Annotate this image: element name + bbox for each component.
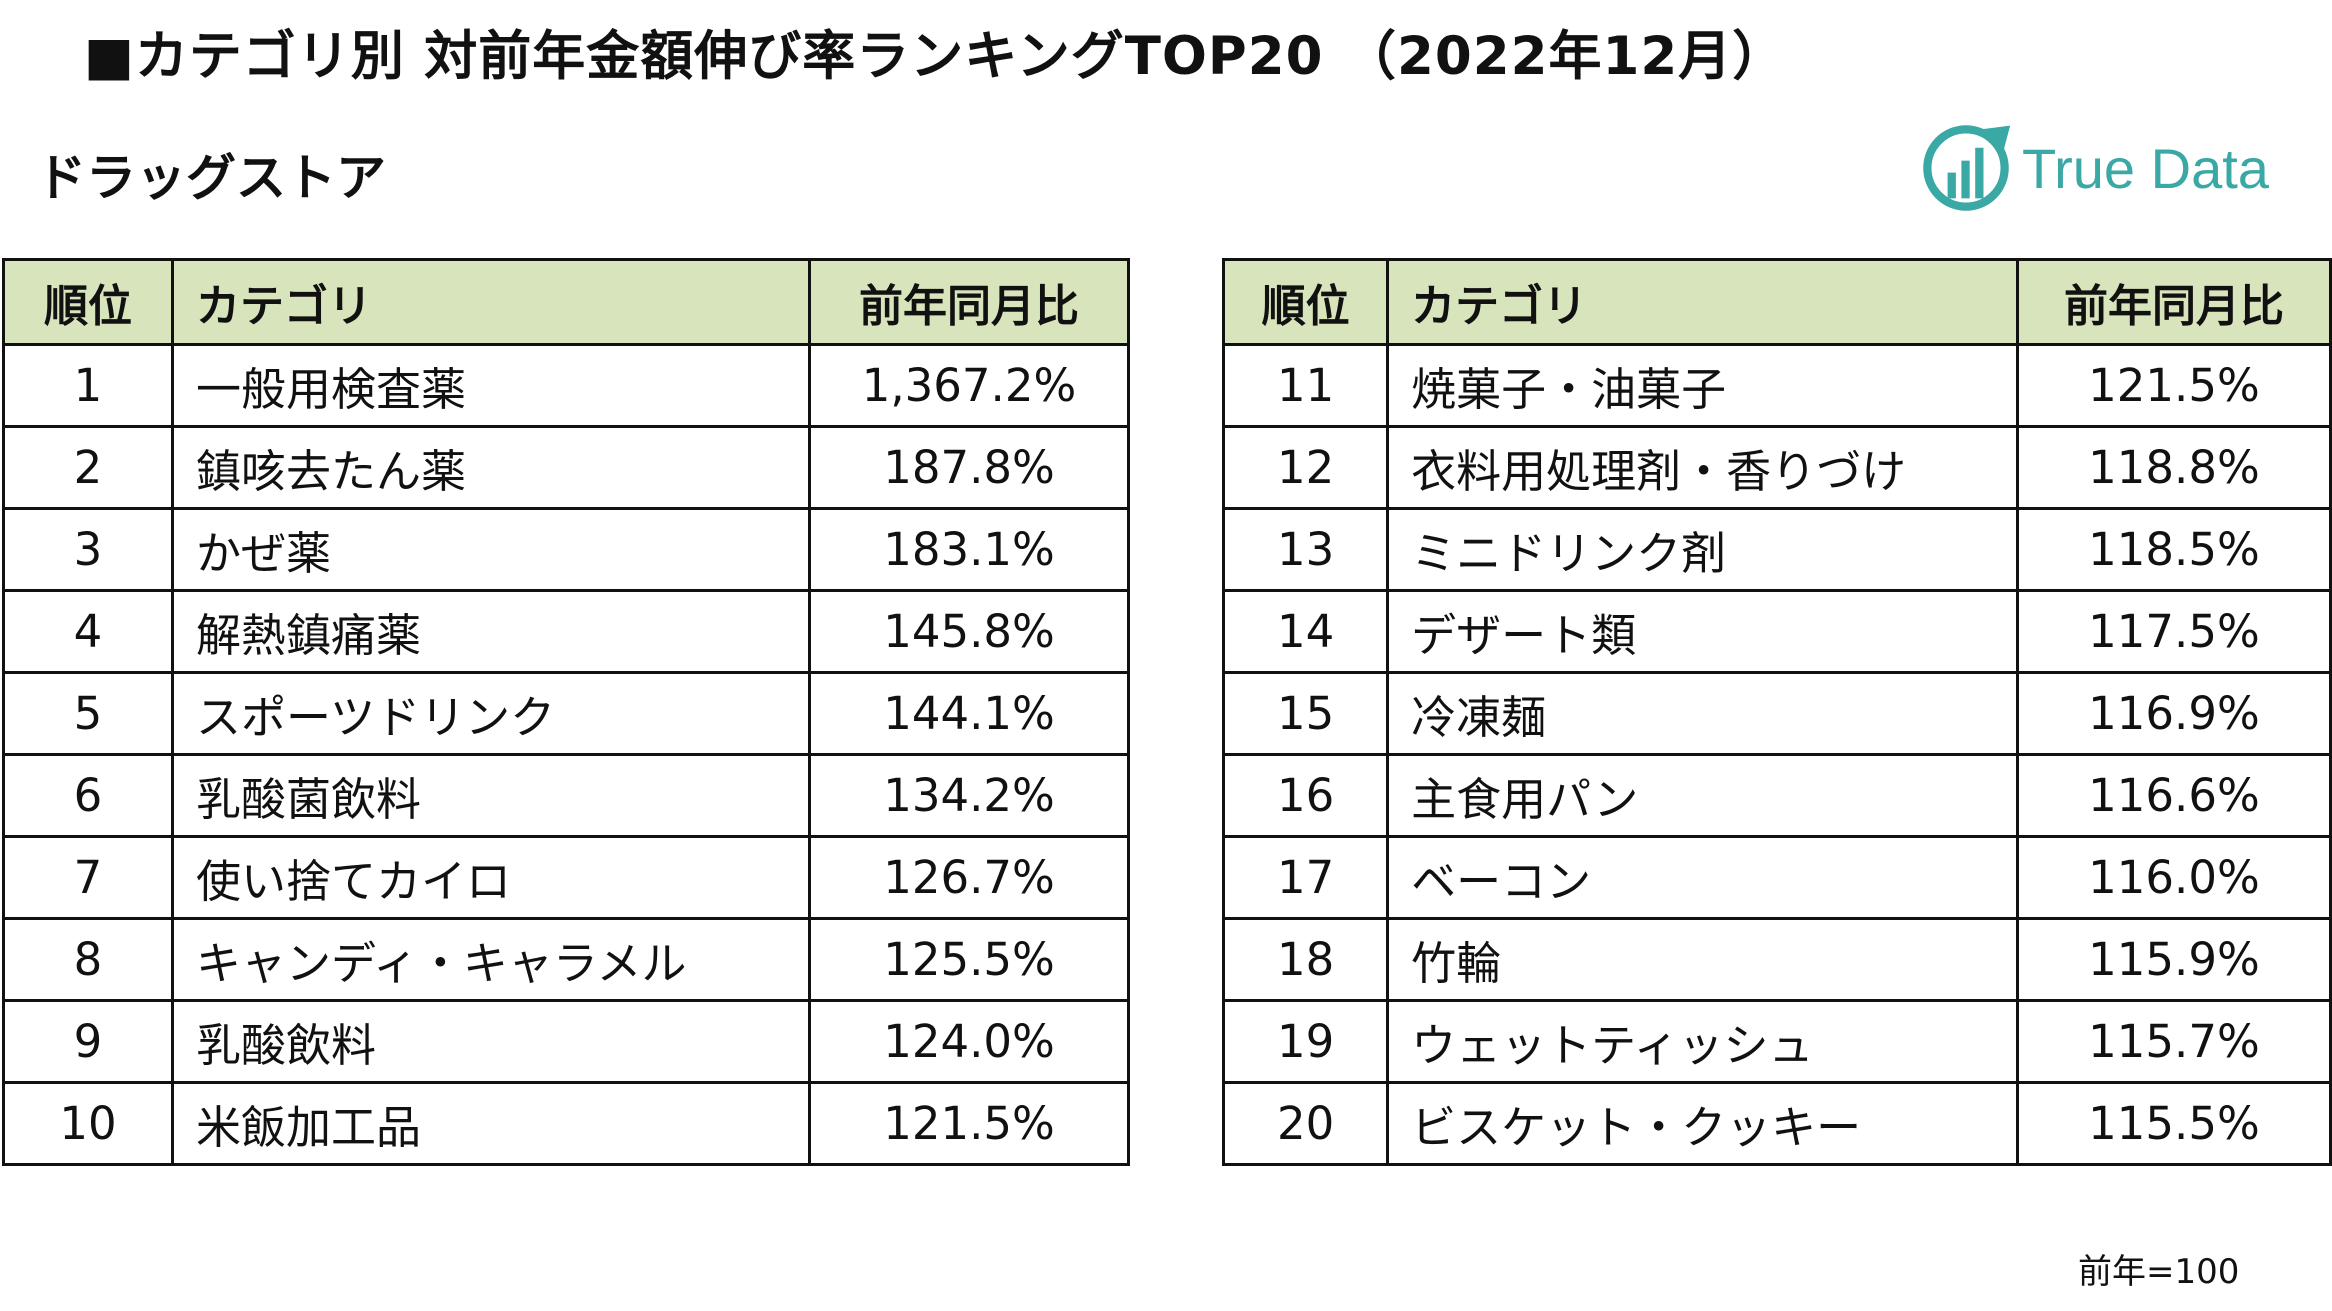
- table-row: 20 ビスケット・クッキー 115.5%: [1221, 1081, 2332, 1166]
- table-row: 8 キャンディ・キャラメル 125.5%: [2, 917, 1130, 1002]
- ratio-cell: 125.5%: [808, 917, 1130, 1002]
- category-cell: 乳酸菌飲料: [171, 753, 811, 838]
- ratio-cell: 118.5%: [2015, 507, 2332, 592]
- rank-cell: 3: [2, 507, 174, 592]
- rank-cell: 14: [1221, 589, 1390, 674]
- ratio-cell: 183.1%: [808, 507, 1130, 592]
- table-row: 13 ミニドリンク剤 118.5%: [1221, 507, 2332, 592]
- header-rank: 順位: [2, 258, 174, 346]
- ratio-cell: 115.7%: [2015, 999, 2332, 1084]
- rank-cell: 5: [2, 671, 174, 756]
- category-cell: ベーコン: [1386, 835, 2019, 920]
- table-header-row: 順位 カテゴリ 前年同月比: [1221, 258, 2332, 346]
- category-cell: 竹輪: [1386, 917, 2019, 1002]
- table-row: 17 ベーコン 116.0%: [1221, 835, 2332, 920]
- logo-chart-icon: [1923, 125, 2011, 211]
- category-cell: 衣料用処理剤・香りづけ: [1386, 425, 2019, 510]
- rank-cell: 20: [1221, 1081, 1390, 1166]
- ratio-cell: 124.0%: [808, 999, 1130, 1084]
- page-title: ■カテゴリ別 対前年金額伸び率ランキングTOP20 （2022年12月）: [83, 26, 1787, 87]
- rank-cell: 13: [1221, 507, 1390, 592]
- table-row: 1 一般用検査薬 1,367.2%: [2, 343, 1130, 428]
- ranking-table-left: 順位 カテゴリ 前年同月比 1 一般用検査薬 1,367.2% 2 鎮咳去たん薬 187…: [2, 258, 1130, 1166]
- rank-cell: 1: [2, 343, 174, 428]
- category-cell: ビスケット・クッキー: [1386, 1081, 2019, 1166]
- ratio-cell: 121.5%: [2015, 343, 2332, 428]
- rank-cell: 6: [2, 753, 174, 838]
- table-row: 15 冷凍麺 116.9%: [1221, 671, 2332, 756]
- table-row: 3 かぜ薬 183.1%: [2, 507, 1130, 592]
- logo-text: True Data: [2022, 136, 2269, 200]
- ratio-cell: 126.7%: [808, 835, 1130, 920]
- rank-cell: 9: [2, 999, 174, 1084]
- ratio-cell: 1,367.2%: [808, 343, 1130, 428]
- rank-cell: 8: [2, 917, 174, 1002]
- ratio-cell: 116.6%: [2015, 753, 2332, 838]
- ratio-cell: 118.8%: [2015, 425, 2332, 510]
- rank-cell: 7: [2, 835, 174, 920]
- rank-cell: 2: [2, 425, 174, 510]
- table-row: 9 乳酸飲料 124.0%: [2, 999, 1130, 1084]
- rank-cell: 11: [1221, 343, 1390, 428]
- category-cell: かぜ薬: [171, 507, 811, 592]
- header-ratio: 前年同月比: [808, 258, 1130, 346]
- ratio-cell: 187.8%: [808, 425, 1130, 510]
- rank-cell: 15: [1221, 671, 1390, 756]
- category-cell: 乳酸飲料: [171, 999, 811, 1084]
- table-row: 5 スポーツドリンク 144.1%: [2, 671, 1130, 756]
- category-cell: 一般用検査薬: [171, 343, 811, 428]
- table-row: 11 焼菓子・油菓子 121.5%: [1221, 343, 2332, 428]
- ranking-table-right: 順位 カテゴリ 前年同月比 11 焼菓子・油菓子 121.5% 12 衣料用処理剤・香…: [1221, 258, 2332, 1166]
- ratio-cell: 116.9%: [2015, 671, 2332, 756]
- table-row: 14 デザート類 117.5%: [1221, 589, 2332, 674]
- ratio-cell: 121.5%: [808, 1081, 1130, 1166]
- rank-cell: 17: [1221, 835, 1390, 920]
- table-row: 10 米飯加工品 121.5%: [2, 1081, 1130, 1166]
- rank-cell: 16: [1221, 753, 1390, 838]
- table-row: 6 乳酸菌飲料 134.2%: [2, 753, 1130, 838]
- header-category: カテゴリ: [171, 258, 811, 346]
- table-row: 18 竹輪 115.9%: [1221, 917, 2332, 1002]
- table-row: 16 主食用パン 116.6%: [1221, 753, 2332, 838]
- rank-cell: 10: [2, 1081, 174, 1166]
- category-cell: 冷凍麺: [1386, 671, 2019, 756]
- category-cell: 使い捨てカイロ: [171, 835, 811, 920]
- header-rank: 順位: [1221, 258, 1390, 346]
- rank-cell: 18: [1221, 917, 1390, 1002]
- ratio-cell: 144.1%: [808, 671, 1130, 756]
- category-cell: 解熱鎮痛薬: [171, 589, 811, 674]
- category-cell: ミニドリンク剤: [1386, 507, 2019, 592]
- category-cell: 米飯加工品: [171, 1081, 811, 1166]
- section-subtitle: ドラッグストア: [36, 149, 386, 207]
- header-ratio: 前年同月比: [2015, 258, 2332, 346]
- table-row: 7 使い捨てカイロ 126.7%: [2, 835, 1130, 920]
- rank-cell: 19: [1221, 999, 1390, 1084]
- table-row: 2 鎮咳去たん薬 187.8%: [2, 425, 1130, 510]
- ratio-cell: 145.8%: [808, 589, 1130, 674]
- ratio-cell: 116.0%: [2015, 835, 2332, 920]
- category-cell: ウェットティッシュ: [1386, 999, 2019, 1084]
- rank-cell: 12: [1221, 425, 1390, 510]
- table-header-row: 順位 カテゴリ 前年同月比: [2, 258, 1130, 346]
- ratio-cell: 115.9%: [2015, 917, 2332, 1002]
- table-row: 19 ウェットティッシュ 115.7%: [1221, 999, 2332, 1084]
- category-cell: スポーツドリンク: [171, 671, 811, 756]
- table-row: 12 衣料用処理剤・香りづけ 118.8%: [1221, 425, 2332, 510]
- ratio-cell: 117.5%: [2015, 589, 2332, 674]
- category-cell: デザート類: [1386, 589, 2019, 674]
- ratio-cell: 134.2%: [808, 753, 1130, 838]
- category-cell: 鎮咳去たん薬: [171, 425, 811, 510]
- ratio-cell: 115.5%: [2015, 1081, 2332, 1166]
- true-data-logo: True Data: [1920, 122, 2269, 214]
- table-row: 4 解熱鎮痛薬 145.8%: [2, 589, 1130, 674]
- rank-cell: 4: [2, 589, 174, 674]
- base-note: 前年=100: [2078, 1252, 2240, 1292]
- category-cell: 主食用パン: [1386, 753, 2019, 838]
- category-cell: 焼菓子・油菓子: [1386, 343, 2019, 428]
- category-cell: キャンディ・キャラメル: [171, 917, 811, 1002]
- header-category: カテゴリ: [1386, 258, 2019, 346]
